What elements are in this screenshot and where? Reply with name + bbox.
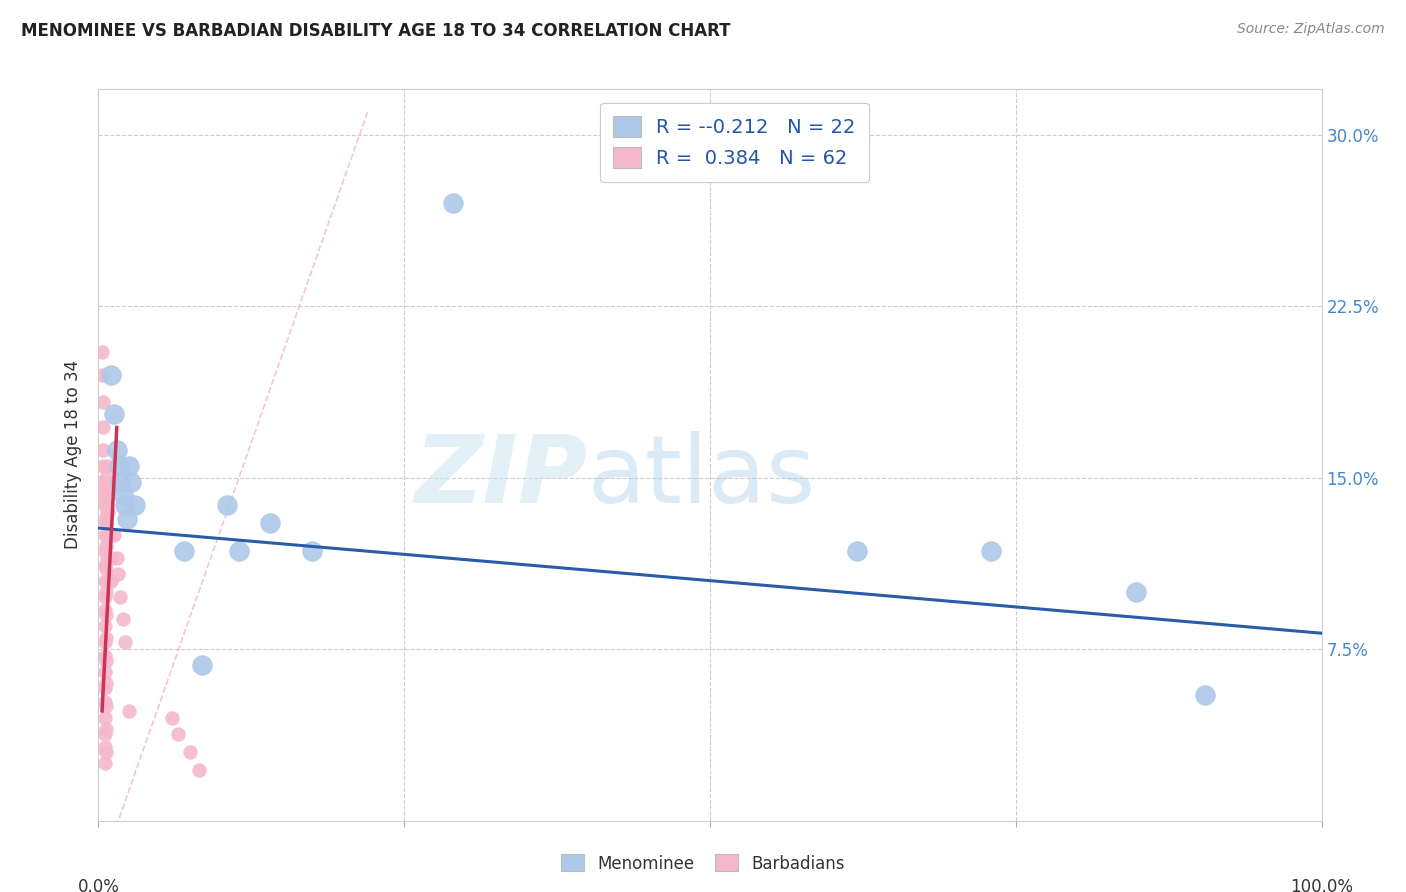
Point <box>94 723 117 737</box>
Point <box>103 407 125 421</box>
Point <box>100 574 122 588</box>
Point <box>94 493 117 508</box>
Point <box>301 544 323 558</box>
Point <box>91 443 114 458</box>
Point <box>100 550 122 565</box>
Point <box>94 699 117 714</box>
Point <box>93 649 115 664</box>
Point <box>115 512 138 526</box>
Point <box>167 727 190 741</box>
Point <box>94 631 117 645</box>
Point <box>93 558 115 572</box>
Point <box>93 711 115 725</box>
Point <box>96 482 118 496</box>
Point <box>94 654 117 668</box>
Text: atlas: atlas <box>588 431 815 523</box>
Point <box>94 676 117 690</box>
Text: ZIP: ZIP <box>415 431 588 523</box>
Point <box>105 443 128 458</box>
Point <box>111 487 134 501</box>
Point <box>93 512 115 526</box>
Point <box>94 516 117 531</box>
Point <box>93 756 115 771</box>
Text: Source: ZipAtlas.com: Source: ZipAtlas.com <box>1237 22 1385 37</box>
Point <box>120 475 142 490</box>
Point <box>980 544 1002 558</box>
Point <box>93 681 115 695</box>
Point <box>108 459 131 474</box>
Point <box>96 528 118 542</box>
Point <box>96 505 118 519</box>
Point <box>1194 688 1216 702</box>
Point <box>97 482 120 496</box>
Point <box>100 368 122 382</box>
Point <box>91 368 114 382</box>
Point <box>91 475 114 490</box>
Point <box>93 603 115 617</box>
Legend: Menominee, Barbadians: Menominee, Barbadians <box>554 847 852 880</box>
Point <box>179 745 201 759</box>
Point <box>98 528 121 542</box>
Point <box>1125 585 1147 599</box>
Point <box>160 711 183 725</box>
Point <box>93 665 115 679</box>
Text: 100.0%: 100.0% <box>1291 878 1353 892</box>
Point <box>91 459 114 474</box>
Legend: R = --0.212   N = 22, R =  0.384   N = 62: R = --0.212 N = 22, R = 0.384 N = 62 <box>600 103 869 182</box>
Point <box>93 544 115 558</box>
Point <box>110 475 132 490</box>
Point <box>93 590 115 604</box>
Point <box>101 475 124 490</box>
Point <box>91 345 114 359</box>
Point <box>96 550 118 565</box>
Point <box>441 196 464 211</box>
Point <box>114 498 136 512</box>
Point <box>97 459 120 474</box>
Text: 0.0%: 0.0% <box>77 878 120 892</box>
Point <box>191 658 214 673</box>
Point <box>93 498 115 512</box>
Point <box>118 704 141 718</box>
Point <box>124 498 146 512</box>
Point <box>93 528 115 542</box>
Point <box>97 505 120 519</box>
Point <box>118 459 141 474</box>
Point <box>91 395 114 409</box>
Point <box>173 544 195 558</box>
Point <box>228 544 250 558</box>
Point <box>94 471 117 485</box>
Point <box>259 516 281 531</box>
Point <box>114 635 136 649</box>
Point <box>96 574 118 588</box>
Point <box>103 528 125 542</box>
Point <box>94 585 117 599</box>
Point <box>93 727 115 741</box>
Point <box>93 574 115 588</box>
Point <box>91 420 114 434</box>
Point <box>845 544 868 558</box>
Point <box>110 590 132 604</box>
Point <box>94 607 117 622</box>
Text: MENOMINEE VS BARBADIAN DISABILITY AGE 18 TO 34 CORRELATION CHART: MENOMINEE VS BARBADIAN DISABILITY AGE 18… <box>21 22 731 40</box>
Point <box>93 695 115 709</box>
Point <box>93 740 115 755</box>
Point <box>107 566 129 581</box>
Point <box>91 487 114 501</box>
Point <box>187 764 209 778</box>
Point <box>94 562 117 576</box>
Point <box>111 613 134 627</box>
Point <box>93 635 115 649</box>
Point <box>105 550 128 565</box>
Point <box>93 619 115 633</box>
Y-axis label: Disability Age 18 to 34: Disability Age 18 to 34 <box>65 360 83 549</box>
Point <box>215 498 238 512</box>
Point <box>94 745 117 759</box>
Point <box>94 539 117 553</box>
